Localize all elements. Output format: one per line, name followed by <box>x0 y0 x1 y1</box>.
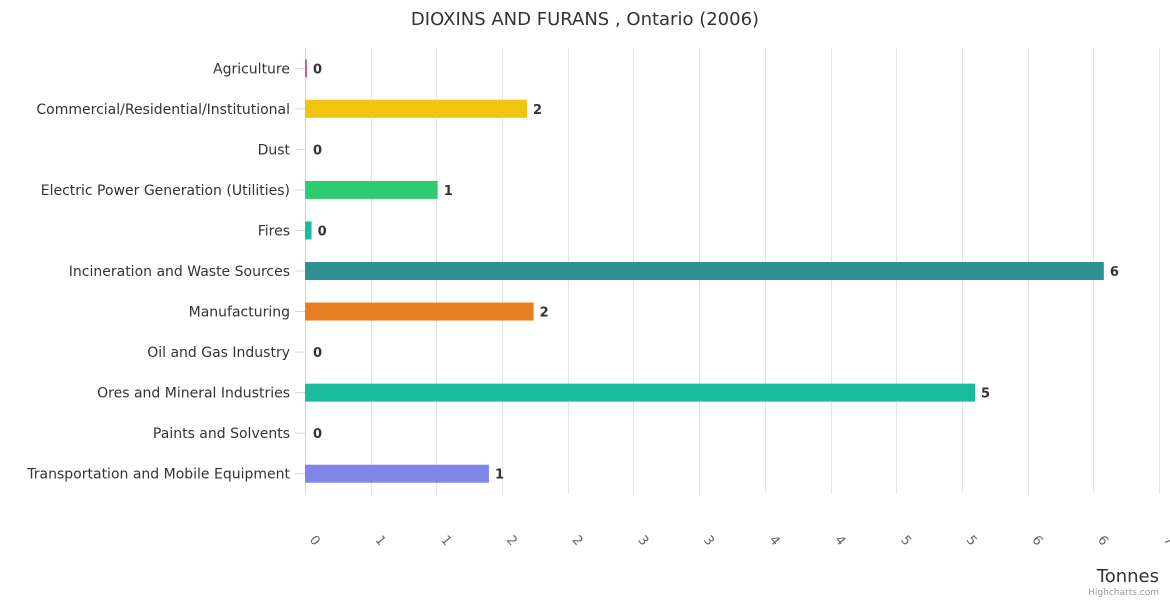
category-label: Oil and Gas Industry <box>147 345 290 361</box>
x-tick-label: 2 <box>503 533 520 549</box>
bar[interactable] <box>305 383 976 402</box>
bar[interactable] <box>305 99 528 118</box>
x-tick-label: 0 <box>306 533 323 549</box>
x-tick-label: 6 <box>1029 533 1046 549</box>
x-tick-label: 7 <box>1160 533 1170 549</box>
chart-title: DIOXINS AND FURANS , Ontario (2006) <box>411 9 759 30</box>
x-tick-label: 1 <box>372 533 389 549</box>
x-tick-label: 5 <box>963 533 980 549</box>
category-label: Transportation and Mobile Equipment <box>26 467 290 483</box>
data-label: 0 <box>313 346 322 361</box>
bar[interactable] <box>305 221 312 240</box>
category-label: Paints and Solvents <box>153 426 290 442</box>
bar[interactable] <box>305 180 438 199</box>
data-label: 1 <box>444 184 453 199</box>
x-axis-ticks: 0 1 1 2 2 3 3 4 4 5 5 6 6 7 <box>306 533 1170 549</box>
data-label: 6 <box>1110 265 1119 280</box>
bar-series[interactable] <box>305 59 1104 483</box>
category-label: Manufacturing <box>189 305 290 321</box>
category-label: Dust <box>258 142 291 158</box>
x-tick-label: 1 <box>437 533 454 549</box>
x-tick-label: 5 <box>897 533 914 549</box>
category-label: Fires <box>258 223 290 239</box>
x-tick-label: 4 <box>766 533 783 549</box>
data-label: 2 <box>533 103 542 118</box>
x-tick-label: 6 <box>1094 533 1111 549</box>
x-tick-label: 4 <box>831 533 848 549</box>
x-tick-label: 2 <box>569 533 586 549</box>
data-label: 5 <box>981 387 990 402</box>
category-label: Agriculture <box>213 61 290 77</box>
category-label: Ores and Mineral Industries <box>97 386 290 402</box>
x-tick-label: 3 <box>700 533 717 549</box>
bar[interactable] <box>305 302 534 321</box>
x-axis-title: Tonnes <box>1096 566 1159 587</box>
data-label: 0 <box>318 224 327 239</box>
data-label: 2 <box>540 306 549 321</box>
category-label: Electric Power Generation (Utilities) <box>41 183 290 199</box>
y-axis <box>295 48 306 494</box>
data-label: 0 <box>313 62 322 77</box>
x-tick-label: 3 <box>634 533 651 549</box>
category-label: Commercial/Residential/Institutional <box>36 102 290 118</box>
bar[interactable] <box>305 262 1104 280</box>
credits-link[interactable]: Highcharts.com <box>1088 588 1159 598</box>
data-label: 1 <box>495 468 504 483</box>
data-label: 0 <box>313 143 322 158</box>
category-label: Incineration and Waste Sources <box>69 264 290 280</box>
category-labels: Agriculture Commercial/Residential/Instit… <box>26 61 290 482</box>
bar[interactable] <box>305 464 489 483</box>
bar[interactable] <box>305 59 307 78</box>
data-label: 0 <box>313 427 322 442</box>
